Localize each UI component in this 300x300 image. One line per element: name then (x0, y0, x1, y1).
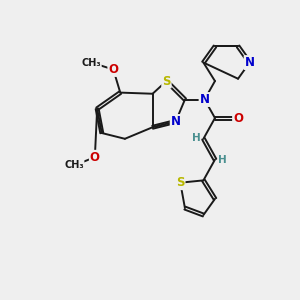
Text: H: H (192, 133, 201, 142)
Text: CH₃: CH₃ (82, 58, 101, 68)
Text: N: N (244, 56, 255, 69)
Text: O: O (90, 151, 100, 164)
Text: O: O (108, 63, 118, 76)
Text: S: S (162, 74, 171, 88)
Text: CH₃: CH₃ (64, 160, 84, 170)
Text: N: N (200, 93, 210, 106)
Text: O: O (233, 112, 243, 124)
Text: H: H (218, 154, 227, 165)
Text: S: S (176, 176, 184, 189)
Text: N: N (171, 115, 181, 128)
